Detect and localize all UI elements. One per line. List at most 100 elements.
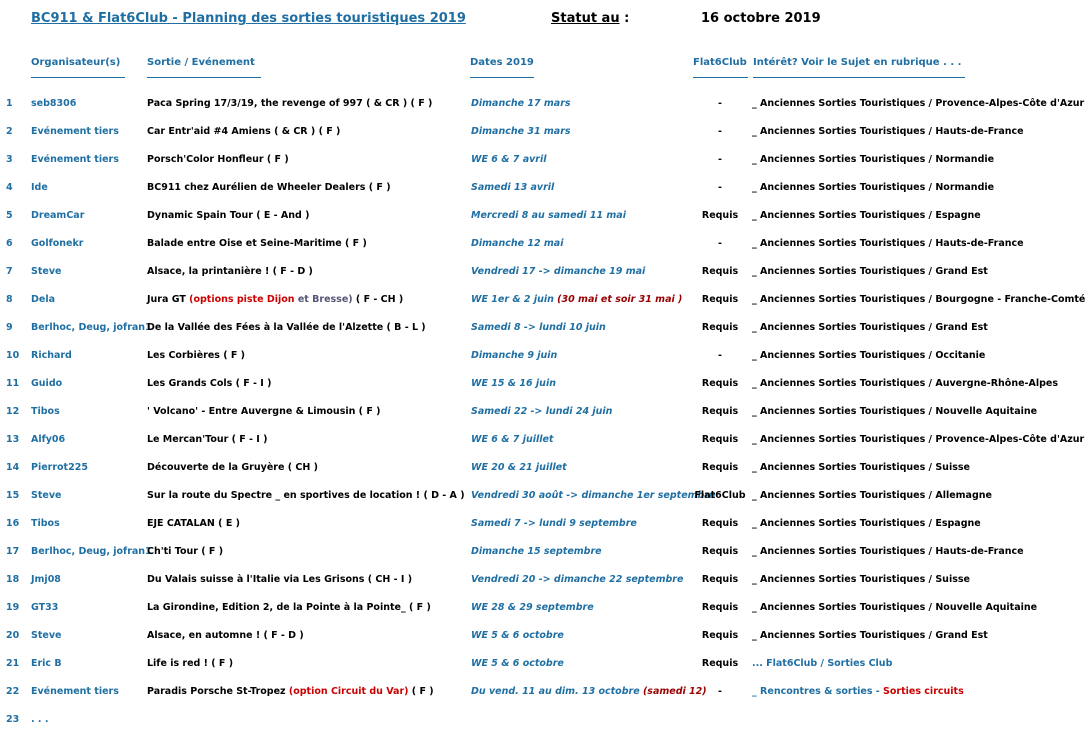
flat6club-cell: Requis: [701, 294, 739, 305]
row-number: 20: [6, 630, 20, 641]
flat6club-cell: -: [718, 126, 722, 137]
event-cell: BC911 chez Aurélien de Wheeler Dealers (…: [147, 182, 391, 193]
interest-text: _ Anciennes Sorties Touristiques / Nouve…: [752, 602, 1038, 613]
interest-link[interactable]: _ Anciennes Sorties Touristiques / Occit…: [752, 350, 985, 361]
interest-link[interactable]: _ Anciennes Sorties Touristiques / Allem…: [752, 490, 992, 501]
event-option-extra: Bresse): [312, 294, 353, 305]
date-main: WE 5 & 6 octobre: [471, 630, 564, 641]
event-cell: Les Corbières ( F ): [147, 350, 246, 361]
row-number: 3: [6, 154, 13, 165]
interest-link[interactable]: _ Anciennes Sorties Touristiques / Grand…: [752, 630, 988, 641]
date-cell: Vendredi 20 -> dimanche 22 septembre: [471, 574, 683, 585]
interest-link[interactable]: _ Anciennes Sorties Touristiques / Espag…: [752, 210, 981, 221]
row-number: 9: [6, 322, 13, 333]
organizer-cell: seb8306: [31, 98, 77, 109]
interest-link[interactable]: _ Anciennes Sorties Touristiques / Suiss…: [752, 462, 970, 473]
row-number: 13: [6, 434, 20, 445]
flat6club-cell: -: [718, 238, 722, 249]
interest-link[interactable]: _ Anciennes Sorties Touristiques / Grand…: [752, 266, 988, 277]
organizer-cell: Berlhoc, Deug, jofran1: [31, 546, 152, 557]
organizer-cell: Alfy06: [31, 434, 66, 445]
interest-text: _ Anciennes Sorties Touristiques / Bourg…: [752, 294, 1085, 305]
row-number: 23: [6, 714, 20, 725]
organizer-cell: Dela: [31, 294, 55, 305]
event-cell: Alsace, la printanière ! ( F - D ): [147, 266, 313, 277]
table-row: 5 DreamCar Dynamic Spain Tour ( E - And ) M…: [0, 210, 1085, 238]
row-number: 17: [6, 546, 20, 557]
event-country: ( F ): [408, 686, 434, 697]
event-cell: Dynamic Spain Tour ( E - And ): [147, 210, 310, 221]
interest-text: _ Anciennes Sorties Touristiques / Hauts…: [752, 546, 1024, 557]
date-cell: Samedi 22 -> lundi 24 juin: [471, 406, 612, 417]
interest-link[interactable]: _ Anciennes Sorties Touristiques / Espag…: [752, 518, 981, 529]
interest-link[interactable]: _ Anciennes Sorties Touristiques / Grand…: [752, 322, 988, 333]
table-row: 17 Berlhoc, Deug, jofran1 Ch'ti Tour ( F )…: [0, 546, 1085, 574]
interest-link[interactable]: _ Anciennes Sorties Touristiques / Norma…: [752, 182, 994, 193]
interest-link[interactable]: _ Anciennes Sorties Touristiques / Suiss…: [752, 574, 970, 585]
table-row: 16 Tibos EJE CATALAN ( E ) Samedi 7 -> lund…: [0, 518, 1085, 546]
status-date: 16 octobre 2019: [701, 11, 821, 26]
interest-link[interactable]: _ Anciennes Sorties Touristiques / Prove…: [752, 434, 1084, 445]
organizer-cell: . . .: [31, 714, 49, 725]
table-row: 8 Dela Jura GT (options piste Dijon et Bre…: [0, 294, 1085, 322]
flat6club-cell: Requis: [701, 574, 739, 585]
interest-text: _ Anciennes Sorties Touristiques / Espag…: [752, 210, 981, 221]
event-cell: La Girondine, Edition 2, de la Pointe à …: [147, 602, 431, 613]
interest-link[interactable]: _ Anciennes Sorties Touristiques / Hauts…: [752, 126, 1024, 137]
interest-link[interactable]: _ Anciennes Sorties Touristiques / Nouve…: [752, 406, 1037, 417]
event-cell: Jura GT (options piste Dijon et Bresse) …: [147, 294, 403, 305]
date-extra: (samedi 12): [639, 686, 707, 697]
interest-link[interactable]: _ Anciennes Sorties Touristiques / Hauts…: [752, 238, 1024, 249]
interest-link[interactable]: _ Rencontres & sorties - Sorties circuit…: [752, 686, 964, 697]
interest-text: _ Anciennes Sorties Touristiques / Prove…: [752, 434, 1085, 445]
event-cell: ' Volcano' - Entre Auvergne & Limousin (…: [147, 406, 381, 417]
date-main: Vendredi 17 -> dimanche 19 mai: [471, 266, 646, 277]
date-main: WE 1er & 2 juin: [471, 294, 554, 305]
interest-text: _ Anciennes Sorties Touristiques / Allem…: [752, 490, 992, 501]
interest-link[interactable]: _ Anciennes Sorties Touristiques / Auver…: [752, 378, 1058, 389]
event-cell: Balade entre Oise et Seine-Maritime ( F …: [147, 238, 367, 249]
organizer-cell: DreamCar: [31, 210, 85, 221]
date-cell: WE 20 & 21 juillet: [471, 462, 567, 473]
table-row: 1 seb8306 Paca Spring 17/3/19, the revenge…: [0, 98, 1085, 126]
event-cell: Paradis Porsche St-Tropez (option Circui…: [147, 686, 434, 697]
table-row: 14 Pierrot225 Découverte de la Gruyère ( C…: [0, 462, 1085, 490]
organizer-cell: Tibos: [31, 518, 60, 529]
table-row: 21 Eric B Life is red ! ( F ) WE 5 & 6 octo…: [0, 658, 1085, 686]
organizer-cell: Evénement tiers: [31, 686, 119, 697]
organizer-cell: Steve: [31, 266, 62, 277]
date-cell: Vendredi 30 août -> dimanche 1er septemb…: [471, 490, 715, 501]
flat6club-cell: -: [718, 98, 722, 109]
date-main: WE 5 & 6 octobre: [471, 658, 564, 669]
interest-link[interactable]: _ Anciennes Sorties Touristiques / Bourg…: [752, 294, 1085, 305]
date-main: Dimanche 9 juin: [471, 350, 558, 361]
event-cell: Découverte de la Gruyère ( CH ): [147, 462, 318, 473]
flat6club-cell: Requis: [701, 518, 739, 529]
date-main: Du vend. 11 au dim. 13 octobre: [471, 686, 640, 697]
event-cell: Porsch'Color Honfleur ( F ): [147, 154, 289, 165]
table-row: 3 Evénement tiers Porsch'Color Honfleur ( …: [0, 154, 1085, 182]
interest-link[interactable]: _ Anciennes Sorties Touristiques / Nouve…: [752, 602, 1037, 613]
interest-text: _ Anciennes Sorties Touristiques / Nouve…: [752, 406, 1038, 417]
table-row: 18 Jmj08 Du Valais suisse à l'Italie via L…: [0, 574, 1085, 602]
date-main: Samedi 7 -> lundi 9 septembre: [471, 518, 637, 529]
date-main: WE 28 & 29 septembre: [471, 602, 594, 613]
date-cell: Dimanche 9 juin: [471, 350, 557, 361]
interest-link[interactable]: ... Flat6Club / Sorties Club: [752, 658, 892, 669]
date-main: Dimanche 17 mars: [471, 98, 571, 109]
flat6club-cell: Requis: [701, 462, 739, 473]
date-main: WE 20 & 21 juillet: [471, 462, 567, 473]
organizer-cell: Eric B: [31, 658, 62, 669]
table-row: 7 Steve Alsace, la printanière ! ( F - D )…: [0, 266, 1085, 294]
interest-link[interactable]: _ Anciennes Sorties Touristiques / Hauts…: [752, 546, 1024, 557]
column-header-dates: Dates 2019: [470, 57, 534, 78]
event-option: (option Circuit du Var): [288, 686, 409, 697]
date-cell: Mercredi 8 au samedi 11 mai: [471, 210, 626, 221]
date-cell: WE 6 & 7 juillet: [471, 434, 553, 445]
interest-link[interactable]: _ Anciennes Sorties Touristiques / Norma…: [752, 154, 994, 165]
table-row: 11 Guido Les Grands Cols ( F - I ) WE 15 & …: [0, 378, 1085, 406]
interest-text: _ Anciennes Sorties Touristiques / Norma…: [752, 182, 995, 193]
interest-link[interactable]: _ Anciennes Sorties Touristiques / Prove…: [752, 98, 1084, 109]
interest-text: _ Anciennes Sorties Touristiques / Norma…: [752, 154, 995, 165]
table-row: 13 Alfy06 Le Mercan'Tour ( F - I ) WE 6 & 7…: [0, 434, 1085, 462]
